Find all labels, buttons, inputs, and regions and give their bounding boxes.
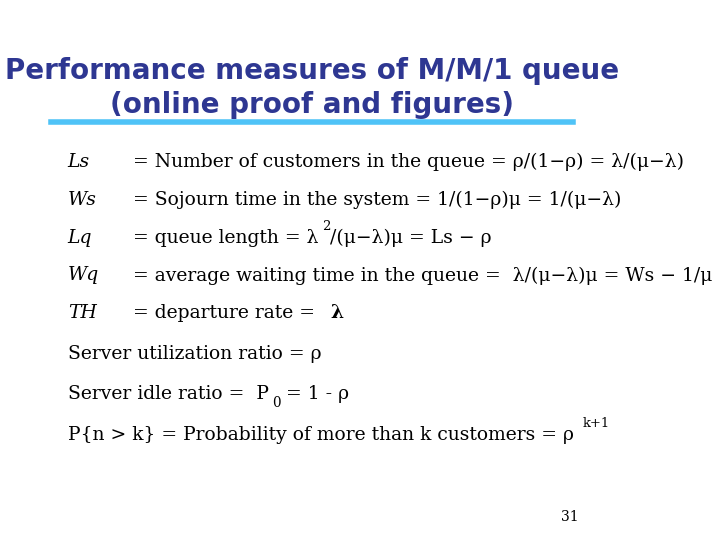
Text: = departure rate =: = departure rate = [133,304,327,322]
Text: P{n > k} = Probability of more than k customers = ρ: P{n > k} = Probability of more than k cu… [68,426,574,444]
Text: = queue length = λ: = queue length = λ [133,228,318,247]
Text: 0: 0 [272,396,281,410]
Text: = Sojourn time in the system = 1/(1−ρ)μ = 1/(μ−λ): = Sojourn time in the system = 1/(1−ρ)μ … [133,191,621,209]
Text: λ: λ [330,304,343,322]
Text: 2: 2 [322,220,330,233]
Text: 31: 31 [561,510,578,524]
Text: Ls: Ls [68,153,90,171]
Text: Lq: Lq [68,228,92,247]
Text: Server idle ratio =  P: Server idle ratio = P [68,385,269,403]
Text: = average waiting time in the queue =  λ/(μ−λ)μ = Ws − 1/μ: = average waiting time in the queue = λ/… [133,266,712,285]
Text: k+1: k+1 [582,417,609,430]
Text: /(μ−λ)μ = Ls − ρ: /(μ−λ)μ = Ls − ρ [330,228,491,247]
Text: Ws: Ws [68,191,96,209]
Text: Performance measures of M/M/1 queue
(online proof and figures): Performance measures of M/M/1 queue (onl… [4,57,618,119]
Text: Server utilization ratio = ρ: Server utilization ratio = ρ [68,345,321,363]
Text: TH: TH [68,304,96,322]
Text: = Number of customers in the queue = ρ/(1−ρ) = λ/(μ−λ): = Number of customers in the queue = ρ/(… [133,153,684,171]
Text: Wq: Wq [68,266,99,285]
Text: = 1 - ρ: = 1 - ρ [280,385,349,403]
